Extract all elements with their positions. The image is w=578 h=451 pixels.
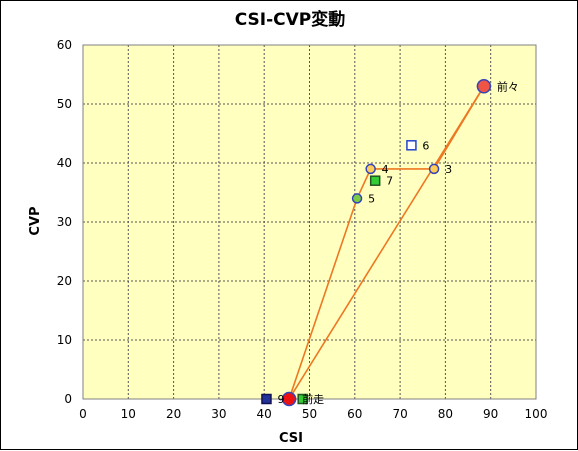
x-tick-label: 90 xyxy=(483,407,498,421)
data-point-9 xyxy=(261,393,272,405)
y-tick-labels: 0 10 20 30 40 50 60 xyxy=(57,38,72,406)
data-point-unlabeled xyxy=(297,393,308,405)
trajectory-closing-line xyxy=(288,85,485,400)
data-point-前走 xyxy=(281,391,297,407)
y-tick-label: 50 xyxy=(57,97,72,111)
point-label: 前走 xyxy=(302,392,324,406)
x-axis-label: CSI xyxy=(279,431,303,446)
point-label: 7 xyxy=(386,175,393,188)
point-label: 3 xyxy=(445,163,452,176)
data-point-3 xyxy=(428,163,440,175)
x-tick-label: 70 xyxy=(392,407,407,421)
point-label: 4 xyxy=(382,163,389,176)
y-tick-label: 10 xyxy=(57,333,72,347)
y-tick-label: 60 xyxy=(57,38,72,52)
plot-border xyxy=(82,44,537,400)
x-tick-label: 100 xyxy=(525,407,548,421)
data-point-5 xyxy=(351,193,363,204)
y-tick-label: 0 xyxy=(64,392,72,406)
x-tick-label: 80 xyxy=(438,407,453,421)
point-label: 9 xyxy=(277,393,284,406)
y-tick-label: 20 xyxy=(57,274,72,288)
y-axis-label: CVP xyxy=(28,206,43,235)
data-point-6 xyxy=(406,140,417,151)
point-label: 5 xyxy=(368,192,375,205)
point-label: 前々 xyxy=(497,79,519,93)
point-label: 6 xyxy=(422,139,429,152)
x-tick-labels: 0 10 20 30 40 50 60 70 80 90 100 xyxy=(79,407,547,421)
x-tick-label: 40 xyxy=(257,407,272,421)
x-tick-label: 50 xyxy=(302,407,317,421)
x-tick-label: 60 xyxy=(347,407,362,421)
y-tick-label: 40 xyxy=(57,156,72,170)
x-tick-label: 20 xyxy=(166,407,181,421)
x-tick-label: 10 xyxy=(121,407,136,421)
x-tick-label: 30 xyxy=(211,407,226,421)
x-tick-label: 0 xyxy=(79,407,87,421)
data-point-7 xyxy=(369,175,381,186)
data-points xyxy=(261,79,492,407)
chart-title: CSI-CVP変動 xyxy=(235,9,346,30)
data-point-4 xyxy=(365,163,376,175)
point-labels: 前々 3 4 5 6 7 9 前走 xyxy=(277,79,518,406)
data-point-前々 xyxy=(476,79,492,94)
y-tick-label: 30 xyxy=(57,215,72,229)
